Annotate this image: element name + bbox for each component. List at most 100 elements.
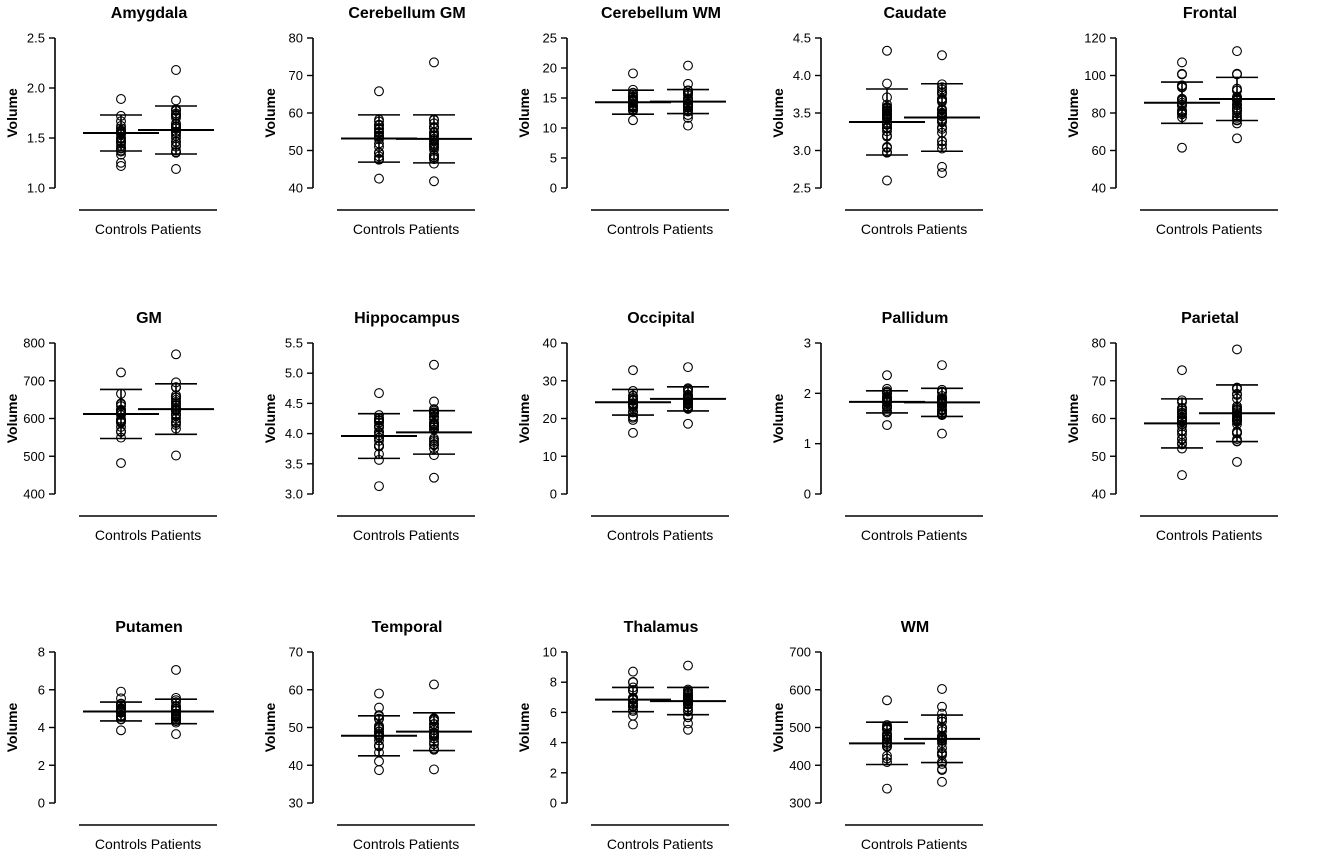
y-tick-label: 100 <box>1084 68 1106 83</box>
data-point <box>116 94 126 104</box>
y-tick-label: 6 <box>550 705 557 720</box>
x-category-label: Controls <box>861 836 913 852</box>
y-tick-label: 800 <box>23 336 45 351</box>
data-point <box>683 660 693 671</box>
data-point <box>374 688 384 699</box>
data-point <box>374 765 384 776</box>
y-tick-label: 3.0 <box>285 487 303 502</box>
x-category-label: Controls <box>861 527 913 543</box>
y-axis-label: Volume <box>1065 88 1081 138</box>
data-point <box>937 360 947 371</box>
x-category-label: Patients <box>151 836 202 852</box>
x-category-label: Controls <box>95 836 147 852</box>
y-tick-label: 60 <box>1092 143 1106 158</box>
chart-title: Thalamus <box>624 619 699 636</box>
y-tick-label: 2 <box>38 758 45 773</box>
y-tick-label: 8 <box>550 675 557 690</box>
y-tick-label: 3.5 <box>285 456 303 471</box>
chart-title: Cerebellum WM <box>601 5 721 22</box>
data-point <box>937 684 947 694</box>
data-point <box>116 458 126 468</box>
y-tick-label: 2.5 <box>27 31 45 46</box>
data-point <box>937 161 947 172</box>
data-point <box>628 115 638 126</box>
y-axis-label: Volume <box>4 703 20 753</box>
data-point <box>882 78 892 89</box>
chart-title: WM <box>901 619 929 636</box>
y-tick-label: 50 <box>1092 449 1106 464</box>
y-tick-label: 70 <box>289 68 303 83</box>
data-point <box>628 719 638 730</box>
data-point <box>429 679 439 690</box>
x-category-label: Patients <box>409 836 460 852</box>
data-point <box>171 664 181 675</box>
chart-panel: Occipital 0 10 20 30 40 Volume Controls Patients <box>516 310 729 543</box>
y-tick-label: 2.0 <box>27 81 45 96</box>
data-point <box>628 68 638 79</box>
y-axis-label: Volume <box>770 394 786 444</box>
data-point <box>882 420 892 430</box>
chart-panel: Parietal 40 50 60 70 80 Volume Controls Patients <box>1065 310 1278 543</box>
chart-panel: Thalamus 0 2 4 6 8 10 Volume Controls Patients <box>516 619 729 852</box>
data-point <box>171 95 181 106</box>
chart-panel: Hippocampus 3.0 3.5 4.0 4.5 5.0 5.5 Volume Contr… <box>262 310 475 543</box>
y-tick-label: 30 <box>289 796 303 811</box>
data-point <box>937 765 947 775</box>
y-tick-label: 120 <box>1084 31 1106 46</box>
data-point <box>683 78 693 89</box>
x-category-label: Patients <box>1212 221 1263 237</box>
y-tick-label: 6 <box>38 682 45 697</box>
x-category-label: Patients <box>917 836 968 852</box>
y-axis-label: Volume <box>770 703 786 753</box>
chart-panel: Frontal 40 60 80 100 120 Volume Controls Patient… <box>1065 5 1278 237</box>
data-point <box>171 349 181 360</box>
y-axis-label: Volume <box>770 88 786 138</box>
chart-title: Pallidum <box>882 310 949 327</box>
y-axis-label: Volume <box>262 88 278 138</box>
y-tick-label: 3.5 <box>793 106 811 121</box>
y-tick-label: 60 <box>289 106 303 121</box>
y-axis-label: Volume <box>262 394 278 444</box>
chart-panel: Putamen 0 2 4 6 8 Volume Controls Patients <box>4 619 217 852</box>
data-point <box>429 57 439 68</box>
chart-panel: Cerebellum GM 40 50 60 70 80 Volume Controls Pat… <box>262 5 475 237</box>
data-point <box>429 359 439 370</box>
data-point <box>683 362 693 373</box>
data-point <box>1177 365 1187 376</box>
x-category-label: Controls <box>353 836 405 852</box>
y-tick-label: 3 <box>804 336 811 351</box>
y-axis-label: Volume <box>516 703 532 753</box>
y-tick-label: 0 <box>550 181 557 196</box>
data-point <box>1177 470 1187 481</box>
data-point <box>429 176 439 187</box>
x-category-label: Patients <box>1212 527 1263 543</box>
chart-title: Parietal <box>1181 310 1239 327</box>
data-point <box>116 725 126 736</box>
x-category-label: Patients <box>663 221 714 237</box>
data-point <box>882 695 892 706</box>
y-tick-label: 500 <box>23 449 45 464</box>
data-point <box>374 388 384 399</box>
data-point <box>628 365 638 376</box>
y-tick-label: 4 <box>550 735 557 750</box>
y-tick-label: 2.5 <box>793 181 811 196</box>
y-tick-label: 3.0 <box>793 143 811 158</box>
data-point <box>1177 69 1187 80</box>
data-point <box>683 718 693 729</box>
data-point <box>683 120 693 131</box>
chart-panel: Cerebellum WM 0 5 10 15 20 25 Volume Controls Pat… <box>516 5 729 237</box>
data-point <box>429 472 439 483</box>
y-tick-label: 80 <box>1092 336 1106 351</box>
y-tick-label: 70 <box>289 645 303 660</box>
y-axis-label: Volume <box>4 394 20 444</box>
x-category-label: Patients <box>409 221 460 237</box>
y-tick-label: 0 <box>550 796 557 811</box>
data-point <box>374 481 384 492</box>
y-tick-label: 10 <box>543 121 557 136</box>
y-tick-label: 4.5 <box>793 31 811 46</box>
y-tick-label: 50 <box>289 720 303 735</box>
y-tick-label: 5 <box>550 151 557 166</box>
y-tick-label: 300 <box>789 796 811 811</box>
x-category-label: Controls <box>861 221 913 237</box>
